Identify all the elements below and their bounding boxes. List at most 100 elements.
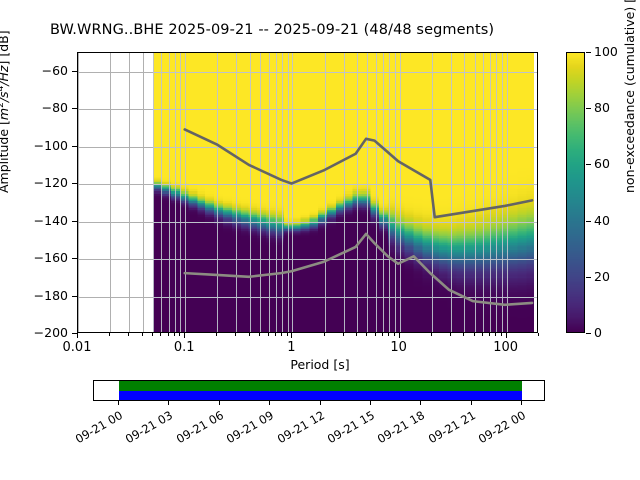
x-gridline <box>268 53 270 332</box>
x-minor-tick <box>489 333 491 336</box>
colorbar-tick <box>586 52 591 53</box>
x-gridline <box>236 53 238 332</box>
timeline-axes <box>93 380 545 401</box>
colorbar-tick <box>586 333 591 334</box>
y-tick-label: −200 <box>33 325 68 340</box>
timeline-tick-label: 09-22 00 <box>475 408 528 447</box>
y-tick <box>72 333 77 334</box>
x-minor-tick <box>366 333 368 336</box>
x-tick-label: 100 <box>493 340 519 355</box>
y-tick-label: −180 <box>33 287 68 303</box>
x-gridline <box>399 53 401 332</box>
x-minor-tick <box>248 333 250 336</box>
y-gridline <box>152 109 537 111</box>
x-gridline <box>168 53 170 332</box>
x-gridline <box>496 53 498 332</box>
x-gridline <box>483 53 484 332</box>
x-gridline <box>180 53 182 332</box>
x-minor-tick <box>160 333 162 336</box>
timeline-tick-label: 09-21 15 <box>324 408 377 447</box>
timeline-tick-label: 09-21 03 <box>123 408 176 447</box>
timeline-data-bar <box>119 390 522 400</box>
x-gridline <box>474 53 476 332</box>
x-gridline <box>129 53 131 332</box>
y-tick <box>72 220 77 222</box>
colorbar-tick-label: 0 <box>594 325 602 340</box>
x-tick-label: 0.1 <box>173 340 195 355</box>
x-minor-tick <box>267 333 269 336</box>
colorbar-tick-label: 40 <box>594 212 610 228</box>
y-axis-label: Amplitude [m2/s4/Hz] [dB] <box>0 30 12 193</box>
y-tick <box>72 70 77 72</box>
x-gridline <box>249 53 251 332</box>
x-tick-label: 0.01 <box>62 340 92 355</box>
x-gridline <box>324 53 326 332</box>
nhnm-line <box>183 128 534 219</box>
y-tick-label: −160 <box>33 250 68 266</box>
y-tick <box>72 108 77 110</box>
x-tick <box>398 333 400 338</box>
x-gridline <box>506 53 508 332</box>
x-tick-label: 1 <box>287 340 296 355</box>
x-minor-tick <box>473 333 475 336</box>
x-minor-tick <box>173 333 175 336</box>
x-gridline <box>142 53 144 332</box>
x-gridline <box>375 53 377 332</box>
x-minor-tick <box>128 333 130 336</box>
x-gridline <box>161 53 163 332</box>
y-gridline <box>152 71 537 73</box>
timeline-tick <box>168 400 170 405</box>
x-minor-tick <box>482 333 483 336</box>
timeline-gaps-bar <box>119 381 522 391</box>
y-tick-label: −120 <box>33 175 68 191</box>
y-tick <box>72 295 77 297</box>
x-minor-tick <box>141 333 143 336</box>
x-gridline <box>501 53 503 332</box>
x-minor-tick <box>235 333 237 336</box>
timeline-bars <box>119 381 522 400</box>
x-minor-tick <box>538 333 539 336</box>
x-gridline <box>174 53 176 332</box>
x-tick <box>291 333 293 338</box>
plot-title: BW.WRNG..BHE 2025-09-21 -- 2025-09-21 (4… <box>50 22 495 38</box>
y-tick <box>72 258 77 260</box>
y-gridline <box>152 184 537 186</box>
x-minor-tick <box>179 333 181 336</box>
timeline-tick <box>218 400 220 405</box>
x-minor-tick <box>342 333 344 336</box>
y-gridline <box>152 146 537 148</box>
timeline-tick <box>369 400 371 405</box>
colorbar-tick-label: 100 <box>594 44 618 59</box>
nlnm-line <box>183 232 534 307</box>
x-minor-tick <box>388 333 390 336</box>
x-gridline <box>110 53 112 332</box>
x-gridline <box>394 53 396 332</box>
x-gridline <box>217 53 219 332</box>
timeline-tick <box>269 400 271 405</box>
x-gridline <box>464 53 466 332</box>
x-tick-label: 10 <box>390 340 407 355</box>
timeline-tick-label: 09-21 09 <box>223 408 277 447</box>
x-gridline <box>78 53 79 332</box>
timeline-tick-label: 09-21 00 <box>72 408 125 447</box>
y-tick-label: −140 <box>33 212 68 228</box>
x-tick <box>77 333 78 338</box>
main-plot-axes <box>77 52 538 333</box>
y-tick <box>72 145 77 147</box>
colorbar-tick <box>586 276 591 278</box>
colorbar-tick <box>586 164 591 166</box>
x-tick <box>505 333 507 338</box>
x-minor-tick <box>109 333 111 336</box>
x-gridline <box>152 53 154 332</box>
colorbar-tick <box>586 108 591 110</box>
y-gridline <box>152 259 537 261</box>
x-minor-tick <box>393 333 395 336</box>
x-minor-tick <box>216 333 218 336</box>
colorbar-tick-label: 20 <box>594 268 610 284</box>
x-gridline <box>356 53 358 332</box>
colorbar-tick-label: 60 <box>594 156 610 172</box>
timeline-tick-label: 09-21 21 <box>425 408 478 447</box>
x-axis-label: Period [s] <box>290 357 350 372</box>
x-minor-tick <box>495 333 497 336</box>
